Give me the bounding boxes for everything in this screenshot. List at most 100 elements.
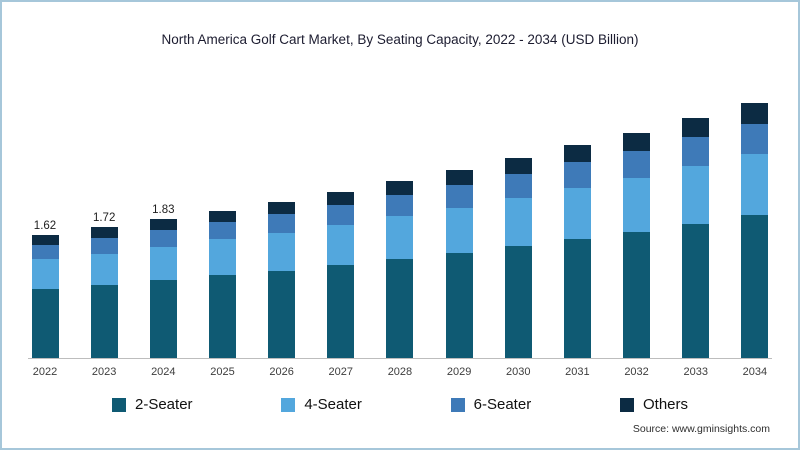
bar-segment-others-2025 — [208, 211, 236, 222]
stacked-bar-2029 — [445, 170, 473, 358]
bar-segment-2-seater-2025 — [208, 275, 236, 358]
bar-segment-2-seater-2022 — [31, 289, 59, 358]
stacked-bar-2024 — [149, 219, 177, 358]
x-axis-labels: 2022 2023 2024 2025 2026 2027 2028 2029 2030 2031… — [28, 366, 772, 378]
stacked-bar-2030 — [504, 158, 532, 358]
bar-segment-2-seater-2027 — [327, 265, 355, 358]
bar-segment-others-2023 — [90, 227, 118, 238]
bar-segment-4-seater-2031 — [563, 188, 591, 239]
legend-item-4-seater: 4-Seater — [281, 396, 362, 413]
bar-value-label-2024: 1.83 — [152, 204, 175, 216]
bar-segment-others-2024 — [149, 219, 177, 230]
bar-column-2034 — [738, 103, 772, 358]
stacked-bar-2023 — [90, 227, 118, 358]
stacked-bar-2026 — [268, 202, 296, 358]
chart-bars: 1.62 1.72 1.83 — [28, 69, 772, 359]
bar-segment-4-seater-2027 — [327, 225, 355, 265]
x-axis-label-2029: 2029 — [446, 366, 472, 378]
bar-segment-others-2027 — [327, 192, 355, 205]
x-axis-label-2034: 2034 — [742, 366, 768, 378]
legend-label: 6-Seater — [473, 396, 532, 413]
bar-segment-6-seater-2024 — [149, 230, 177, 247]
x-axis-label-2026: 2026 — [269, 366, 294, 378]
bar-column-2031 — [560, 145, 594, 358]
x-axis-label-2030: 2030 — [506, 366, 531, 378]
bar-segment-4-seater-2024 — [149, 247, 177, 280]
x-axis-label-2025: 2025 — [210, 366, 235, 378]
stacked-bar-2031 — [563, 145, 591, 358]
x-axis-label-2028: 2028 — [387, 366, 413, 378]
bar-column-2027 — [324, 192, 358, 358]
bar-segment-6-seater-2026 — [268, 214, 296, 233]
bar-segment-2-seater-2034 — [741, 215, 769, 358]
x-axis-label-2033: 2033 — [683, 366, 708, 378]
bar-value-label-2022: 1.62 — [33, 220, 57, 232]
legend-item-2-seater: 2-Seater — [112, 396, 193, 413]
stacked-bar-2032 — [623, 133, 651, 358]
legend-swatch-icon — [112, 397, 126, 412]
bar-column-2023: 1.72 — [87, 212, 121, 358]
bar-segment-4-seater-2022 — [31, 259, 59, 289]
chart-title: North America Golf Cart Market, By Seati… — [161, 32, 639, 47]
bar-segment-2-seater-2023 — [90, 285, 118, 358]
bar-segment-others-2031 — [563, 145, 591, 162]
bar-segment-4-seater-2033 — [682, 166, 710, 224]
bar-segment-4-seater-2028 — [386, 216, 414, 259]
bar-segment-6-seater-2025 — [208, 222, 236, 239]
bar-segment-2-seater-2033 — [682, 224, 710, 358]
bar-segment-4-seater-2025 — [208, 239, 236, 275]
bar-segment-others-2034 — [741, 103, 769, 124]
bar-segment-4-seater-2034 — [741, 154, 769, 215]
bar-segment-others-2032 — [623, 133, 651, 151]
bar-segment-2-seater-2026 — [268, 271, 296, 358]
bar-segment-others-2028 — [386, 181, 414, 195]
bar-segment-6-seater-2032 — [623, 151, 651, 178]
bar-segment-others-2022 — [31, 235, 59, 245]
bar-segment-6-seater-2029 — [445, 185, 473, 208]
bar-segment-4-seater-2026 — [268, 233, 296, 271]
legend-swatch-icon — [281, 397, 296, 412]
bar-column-2025 — [205, 211, 239, 358]
x-axis-label-2031: 2031 — [565, 366, 590, 378]
bar-column-2024: 1.83 — [146, 204, 180, 358]
bar-segment-others-2029 — [445, 170, 473, 185]
bar-column-2029 — [442, 170, 476, 358]
bar-segment-2-seater-2032 — [623, 232, 651, 358]
x-axis-label-2032: 2032 — [624, 366, 649, 378]
x-axis-label-2022: 2022 — [32, 366, 58, 378]
stacked-bar-2034 — [741, 103, 769, 358]
stacked-bar-2033 — [682, 118, 710, 358]
legend-swatch-icon — [619, 397, 634, 412]
legend-item-6-seater: 6-Seater — [450, 396, 532, 413]
bar-segment-6-seater-2033 — [682, 137, 710, 166]
bar-segment-6-seater-2030 — [504, 174, 532, 198]
bar-column-2030 — [501, 158, 535, 358]
bar-segment-6-seater-2031 — [563, 162, 591, 188]
bar-segment-2-seater-2029 — [445, 253, 473, 358]
bar-segment-6-seater-2028 — [386, 195, 414, 216]
bar-segment-4-seater-2032 — [623, 178, 651, 232]
bar-segment-2-seater-2028 — [386, 259, 414, 358]
bar-column-2026 — [265, 202, 299, 358]
bar-segment-6-seater-2022 — [31, 245, 59, 259]
x-axis-label-2024: 2024 — [151, 366, 176, 378]
bar-segment-2-seater-2031 — [563, 239, 591, 358]
bar-segment-6-seater-2023 — [90, 238, 118, 254]
bar-segment-2-seater-2024 — [149, 280, 177, 358]
x-axis-label-2023: 2023 — [91, 366, 117, 378]
legend-swatch-icon — [450, 397, 465, 412]
bar-column-2022: 1.62 — [28, 220, 62, 358]
plot-area: 1.62 1.72 1.83 2022 2023 2024 2025 2026 2027 202… — [28, 69, 772, 378]
legend-label: Others — [642, 396, 688, 413]
bar-segment-others-2030 — [504, 158, 532, 174]
bar-segment-6-seater-2027 — [327, 205, 355, 225]
bar-column-2028 — [383, 181, 417, 358]
bar-value-label-2023: 1.72 — [92, 212, 116, 224]
bar-segment-4-seater-2030 — [504, 198, 532, 246]
stacked-bar-2022 — [31, 235, 59, 358]
stacked-bar-2025 — [208, 211, 236, 358]
stacked-bar-2027 — [327, 192, 355, 358]
legend: 2-Seater 4-Seater 6-Seater Others — [112, 396, 688, 413]
bar-segment-2-seater-2030 — [504, 246, 532, 358]
